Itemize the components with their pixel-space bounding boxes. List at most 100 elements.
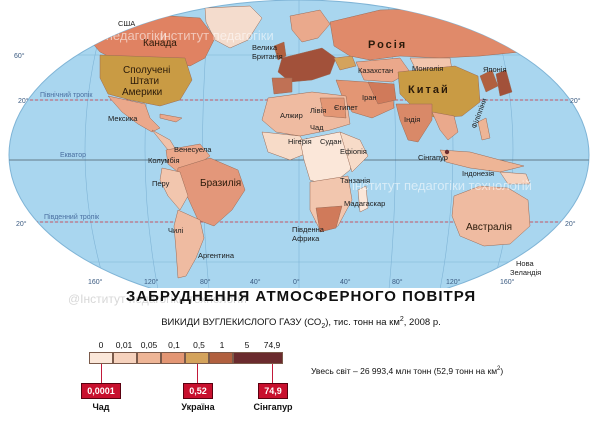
scale-swatch-6 (233, 352, 283, 364)
legend-subtitle-pre: ВИКИДИ ВУГЛЕКИСЛОГО ГАЗУ (СО (161, 317, 322, 329)
scale-swatch-1 (113, 352, 137, 364)
world-total-close: ) (500, 366, 504, 376)
east-africa (339, 131, 369, 173)
equator-label: Екватор (60, 152, 86, 159)
label-canada: Канада (143, 38, 177, 49)
svg-text:20°: 20° (16, 220, 27, 228)
label-sudan: Судан (320, 137, 342, 146)
connector-chad (101, 364, 102, 383)
svg-text:120°: 120° (144, 278, 159, 286)
tropic-south-label: Південний тропік (44, 213, 100, 221)
indonesia (439, 149, 525, 173)
scale-tick-3: 0,1 (168, 340, 180, 350)
svg-text:60°: 60° (14, 52, 25, 60)
scale-tick-0: 0 (98, 340, 104, 350)
legend-subtitle-sub: 2 (321, 323, 326, 331)
svg-text:80°: 80° (200, 278, 211, 286)
label-libya: Лівія (310, 106, 326, 115)
europe-west (277, 47, 337, 83)
scale-swatch-5 (209, 352, 233, 364)
singapore-dot (444, 149, 450, 155)
svg-text:160°: 160° (500, 278, 515, 286)
svg-text:0°: 0° (293, 278, 300, 286)
ukraine (333, 55, 357, 71)
label-brazil: Бразилія (200, 178, 241, 189)
label-nz-2: Зеландія (510, 268, 541, 277)
legend-subtitle-post: , 2008 р. (403, 317, 441, 329)
label-mexico: Мексика (108, 114, 138, 123)
label-uk-2: Британія (252, 52, 283, 61)
graticule-labels: 60° 20° 20° 20° 20° 160° 120° 80° 40° 0°… (14, 52, 581, 286)
south-america (159, 143, 246, 279)
label-australia: Австралія (466, 222, 512, 233)
label-mongolia: Монголія (412, 64, 443, 73)
iran (367, 81, 397, 105)
connector-ukraine (197, 364, 198, 383)
world-total-sup: 2 (497, 366, 501, 373)
madagascar (357, 185, 369, 213)
philippines (477, 117, 491, 141)
svg-text:80°: 80° (392, 278, 403, 286)
se-asia (431, 111, 459, 141)
label-ethiopia: Ефіопія (340, 147, 367, 156)
label-nz-1: Нова (516, 259, 534, 268)
svg-text:20°: 20° (570, 97, 581, 105)
scale-tick-1: 0,01 (115, 340, 133, 350)
example-name-ukraine: Україна (181, 402, 215, 412)
example-box-singapore: 74,9 (258, 383, 288, 399)
world-total-text: Увесь світ – 26 993,4 млн тонн (52,9 тон… (311, 366, 498, 376)
peru-bolivia (159, 167, 189, 211)
mexico (107, 95, 161, 133)
scale-tick-6: 5 (244, 340, 250, 350)
label-uk-1: Велика (252, 43, 278, 52)
svg-text:40°: 40° (340, 278, 351, 286)
label-japan: Японія (483, 65, 507, 74)
example-box-ukraine: 0,52 (183, 383, 213, 399)
scale-tick-5: 1 (219, 340, 225, 350)
label-south-africa-1: Південна (292, 225, 325, 234)
label-tanzania: Танзанія (340, 176, 370, 185)
scale-swatch-3 (161, 352, 185, 364)
scandinavia (289, 9, 331, 43)
australia (451, 185, 531, 247)
scale-tick-2: 0,05 (140, 340, 158, 350)
world-total: Увесь світ – 26 993,4 млн тонн (52,9 тон… (311, 366, 503, 376)
label-usa-1: Сполучені (123, 65, 170, 76)
label-nigeria: Нігерія (288, 137, 312, 146)
label-iran: Іран (362, 93, 377, 102)
greenland (204, 5, 263, 49)
japan-isles (495, 69, 513, 97)
label-china: Китай (408, 84, 450, 96)
label-chad: Чад (310, 123, 324, 132)
russia (329, 7, 581, 61)
world-map: @Інститут педагогіки Інститут педагогіки… (8, 0, 590, 288)
egypt (319, 97, 347, 119)
label-venezuela: Венесуела (174, 145, 212, 154)
connector-singapore (272, 364, 273, 383)
tropic-north-label: Північний тропік (40, 91, 93, 99)
example-name-singapore: Сінгапур (253, 402, 293, 412)
iberia (271, 77, 293, 95)
label-russia: Росія (368, 39, 407, 51)
label-usa-2: Штати (130, 76, 159, 87)
europe (271, 9, 357, 95)
india (395, 103, 433, 143)
uk (273, 41, 287, 61)
svg-text:120°: 120° (446, 278, 461, 286)
label-usa-alaska: США (118, 19, 135, 28)
label-usa-3: Америки (122, 87, 162, 98)
scale-tick-4: 0,5 (193, 340, 205, 350)
cuba (159, 113, 183, 123)
label-singapore: Сінгапур (418, 153, 448, 162)
scale-swatch-4 (185, 352, 209, 364)
legend-subtitle: ВИКИДИ ВУГЛЕКИСЛОГО ГАЗУ (СО2), тис. тон… (0, 316, 602, 330)
label-indonesia: Індонезія (462, 169, 494, 178)
watermark-3: інститут педагогіки технологій (352, 178, 532, 193)
label-egypt: Єгипет (334, 103, 358, 112)
watermark-2: Інститут педагогіки (160, 28, 274, 43)
new-guinea (499, 171, 531, 185)
watermark-4: @Інститут педагогіки технологій (68, 292, 247, 306)
scale-swatch-2 (137, 352, 161, 364)
svg-text:40°: 40° (250, 278, 261, 286)
label-colombia: Колумбія (148, 156, 180, 165)
